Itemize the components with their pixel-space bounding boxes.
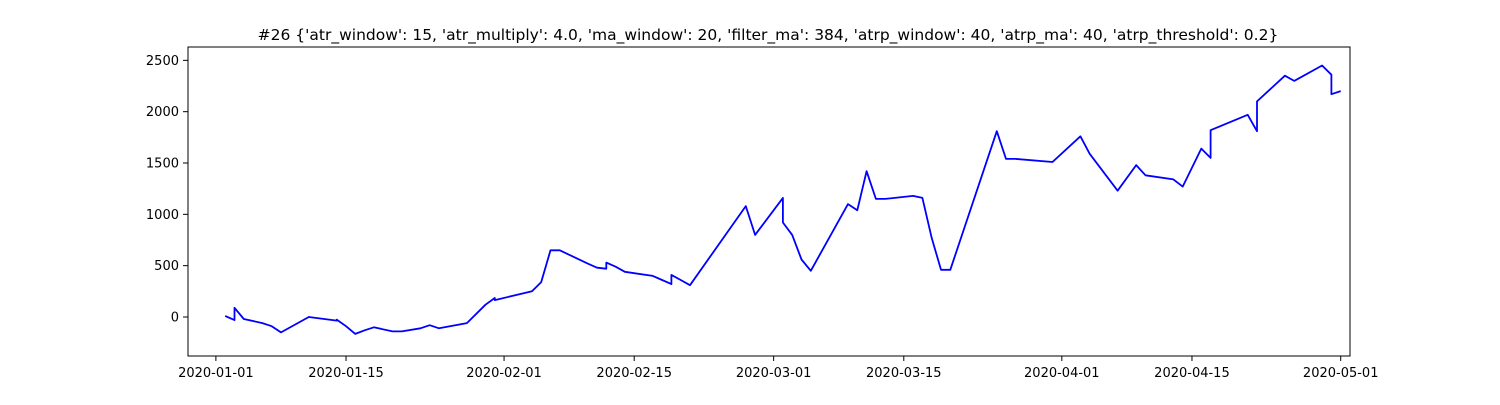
x-tick-label: 2020-05-01 xyxy=(1303,366,1379,381)
y-tick-label: 2000 xyxy=(146,105,179,120)
series-layer xyxy=(224,64,1341,335)
y-tick-label: 500 xyxy=(154,259,179,274)
series-line xyxy=(224,64,1341,335)
x-tick-label: 2020-03-15 xyxy=(866,366,942,381)
axes: 2020-01-01 2020-01-15 2020-02-01 2020-02-15… xyxy=(146,46,1379,381)
x-tick-label: 2020-04-01 xyxy=(1024,366,1100,381)
x-tick-label: 2020-01-01 xyxy=(178,366,254,381)
y-tick-label: 0 xyxy=(171,310,179,325)
plot-frame xyxy=(187,46,1351,357)
y-tick-label: 1000 xyxy=(146,208,179,223)
x-tick-label: 2020-02-15 xyxy=(596,366,672,381)
x-tick-label: 2020-02-01 xyxy=(466,366,542,381)
chart-title: #26 {'atr_window': 15, 'atr_multiply': 4… xyxy=(258,26,1279,45)
x-tick-label: 2020-04-15 xyxy=(1154,366,1230,381)
x-tick-label: 2020-01-15 xyxy=(308,366,384,381)
y-tick-label: 2500 xyxy=(146,54,179,69)
y-tick-label: 1500 xyxy=(146,157,179,172)
x-tick-label: 2020-03-01 xyxy=(736,366,812,381)
